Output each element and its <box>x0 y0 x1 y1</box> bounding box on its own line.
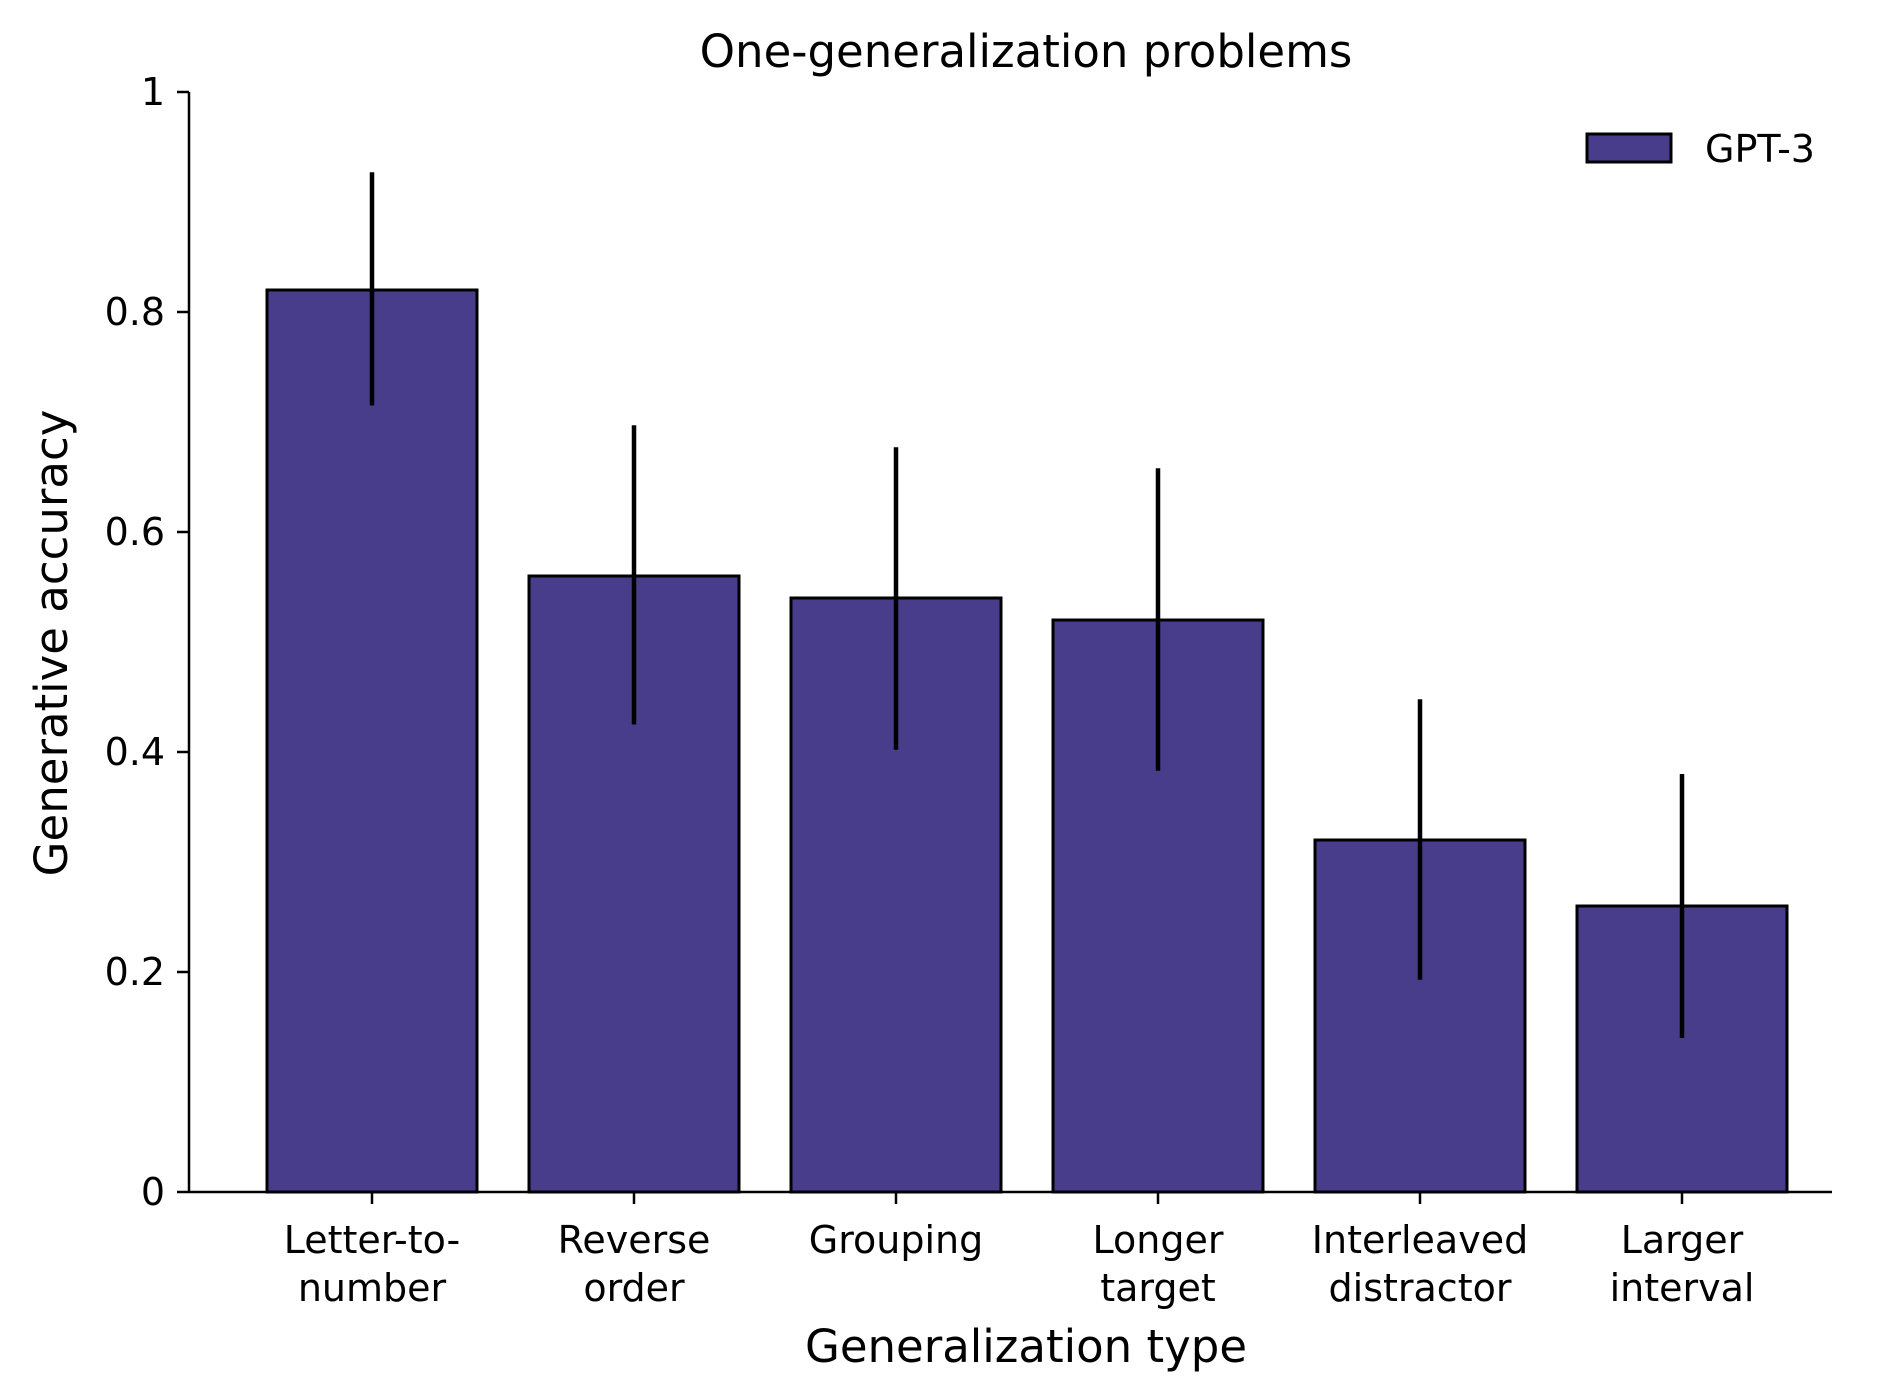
legend: GPT-3 <box>1585 127 1815 171</box>
plot-area: 0 0.2 0.4 0.6 0.8 1 Letter-to-number Reverse ord… <box>105 70 1832 1310</box>
y-tick-label-1: 0.2 <box>105 950 165 994</box>
y-tick-label-5: 1 <box>141 70 165 114</box>
x-tick-label-0: Letter-to-number <box>284 1218 461 1310</box>
y-tick-label-4: 0.8 <box>105 290 165 334</box>
x-axis-label: Generalization type <box>805 1320 1247 1373</box>
x-tick-label-3: Longer target <box>1093 1218 1224 1310</box>
chart-title: One-generalization problems <box>700 25 1353 78</box>
x-tick-label-5: Larger interval <box>1610 1218 1755 1310</box>
bar-0 <box>265 288 479 1194</box>
y-axis-label: Generative accuracy <box>25 410 78 877</box>
y-tick-label-2: 0.4 <box>105 730 165 774</box>
x-tick-label-1: Reverse order <box>558 1218 711 1310</box>
legend-label-gpt-3: GPT-3 <box>1705 127 1815 171</box>
x-tick-label-4: Interleaved distractor <box>1312 1218 1528 1310</box>
y-tick-label-3: 0.6 <box>105 510 165 554</box>
y-tick-label-0: 0 <box>141 1170 165 1214</box>
legend-swatch-gpt-3 <box>1585 132 1673 164</box>
x-tick-label-2: Grouping <box>809 1218 983 1262</box>
